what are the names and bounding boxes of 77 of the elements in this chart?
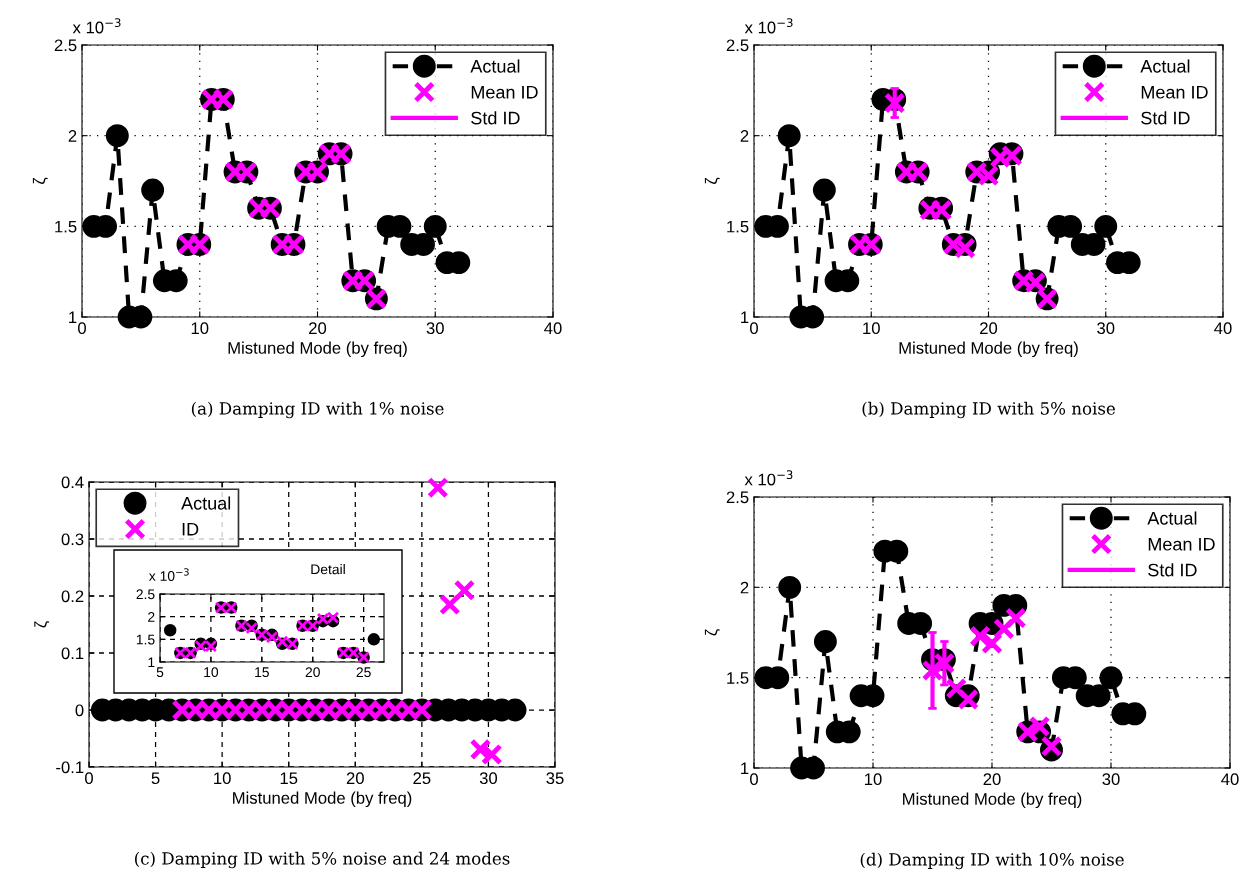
legend-label: Std ID <box>471 111 520 125</box>
y-tick-label: 2.5 <box>136 589 155 600</box>
y-tick-label: 1.5 <box>727 672 749 684</box>
y-tick-label: -0.1 <box>56 761 84 774</box>
y-tick-label: 2 <box>740 581 749 594</box>
x-tick-label: 20 <box>983 773 1001 786</box>
x-axis-title: Mistuned Mode (by freq) <box>228 341 407 358</box>
legend-label: Std ID <box>1141 111 1190 125</box>
y-tick-label: 2 <box>740 130 749 142</box>
x-tick-label: 20 <box>305 667 320 678</box>
x-tick-label: 0 <box>750 322 758 335</box>
x-tick-label: 30 <box>1097 322 1115 335</box>
text: x 10$^{−3}$ <box>744 470 793 486</box>
x-tick-label: 20 <box>309 322 327 335</box>
x-tick-label: 15 <box>255 667 269 678</box>
x-tick-label: 5 <box>151 772 160 785</box>
x-tick-label: 10 <box>204 667 219 678</box>
y-tick-label: 2.5 <box>726 491 749 504</box>
y-tick-label: 1 <box>69 311 77 324</box>
y-tick-label: 0.3 <box>61 533 84 546</box>
x-tick-label: 30 <box>479 772 498 785</box>
x-tick-label: 0 <box>750 773 758 786</box>
x-tick-label: 10 <box>865 773 882 786</box>
x-tick-label: 30 <box>1102 773 1120 786</box>
text: (a) Damping ID with 1% noise <box>191 401 444 419</box>
legend-label: Mean ID <box>471 85 538 99</box>
y-tick-label: 1 <box>148 657 155 668</box>
x-tick-label: 10 <box>191 322 209 335</box>
x-tick-label: 10 <box>863 322 880 335</box>
legend-label: Mean ID <box>1141 85 1208 99</box>
x-tick-label: 40 <box>544 322 562 335</box>
x-tick-label: 25 <box>356 667 371 678</box>
x-tick-label: 5 <box>156 667 164 678</box>
x-tick-label: 20 <box>346 772 364 785</box>
legend-label: ID <box>182 522 199 536</box>
y-tick-label: 1 <box>741 311 749 324</box>
x-tick-label: 0 <box>85 772 93 785</box>
y-tick-label: 2 <box>68 130 77 142</box>
y-tick-label: 0.4 <box>61 476 84 489</box>
y-tick-label: 2.5 <box>726 39 749 52</box>
annotation: x 10$^{−3}$ <box>148 568 189 581</box>
chart-title: Detail <box>311 564 345 575</box>
x-tick-label: 25 <box>413 772 431 785</box>
x-tick-label: 20 <box>980 322 998 335</box>
x-tick-label: 40 <box>1214 322 1232 335</box>
y-tick-label: 2.5 <box>54 39 77 52</box>
x-tick-label: 10 <box>214 772 231 785</box>
x-tick-label: 30 <box>426 322 444 335</box>
text: (b) Damping ID with 5% noise <box>862 401 1115 419</box>
legend-label: Actual <box>470 59 520 73</box>
y-tick-label: 2 <box>148 612 155 622</box>
x-axis-title: Mistuned Mode (by freq) <box>903 792 1082 809</box>
text: (d) Damping ID with 10% noise <box>860 852 1124 870</box>
x-tick-label: 15 <box>280 772 298 785</box>
legend-label: Actual <box>1140 59 1190 73</box>
legend-label: Actual <box>1147 511 1197 525</box>
legend-label: Actual <box>181 496 231 510</box>
legend-label: Mean ID <box>1148 537 1215 551</box>
y-tick-label: 1.5 <box>727 220 749 233</box>
y-tick-label: 1.5 <box>136 634 155 645</box>
x-axis-title: Mistuned Mode (by freq) <box>233 791 412 808</box>
y-axis-title: ζ <box>32 177 48 184</box>
text: x 10$^{−3}$ <box>72 18 121 34</box>
text: (c) Damping ID with 5% noise and 24 modes <box>135 851 510 869</box>
y-tick-label: 0.1 <box>61 647 84 660</box>
x-axis-title: Mistuned Mode (by freq) <box>899 341 1078 358</box>
y-axis-title: ζ <box>34 621 50 628</box>
y-tick-label: 0.2 <box>61 590 84 603</box>
x-tick-label: 40 <box>1221 773 1239 786</box>
y-tick-label: 0 <box>75 704 84 717</box>
x-tick-label: 35 <box>546 772 564 785</box>
legend-label: Std ID <box>1148 563 1197 577</box>
y-axis-title: ζ <box>704 177 720 184</box>
y-tick-label: 1.5 <box>55 220 77 233</box>
text: x 10$^{−3}$ <box>744 18 793 34</box>
y-axis-title: ζ <box>704 629 720 636</box>
y-tick-label: 1 <box>741 762 749 775</box>
